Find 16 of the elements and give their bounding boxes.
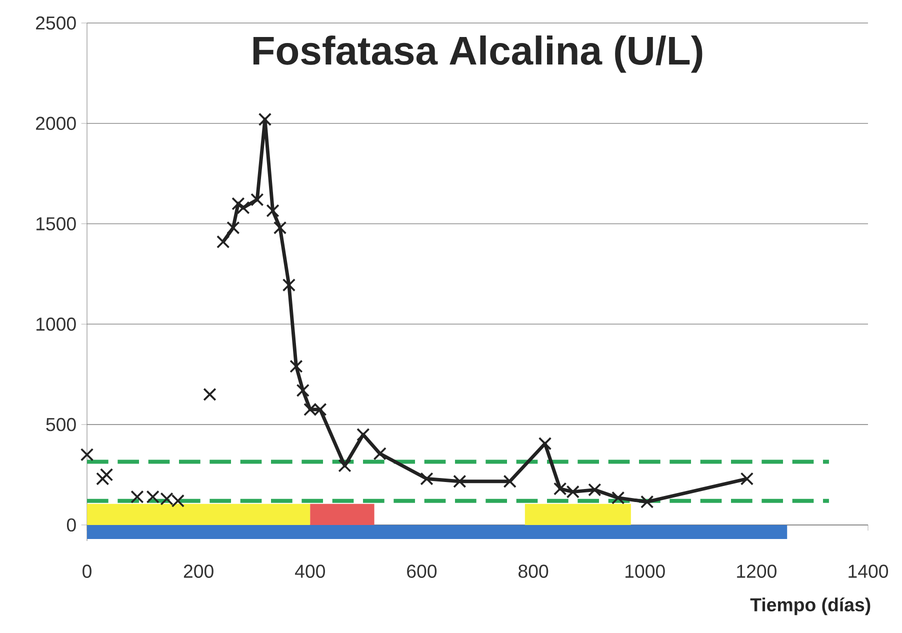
y-tick-label: 0 xyxy=(66,518,76,532)
x-tick-label: 1400 xyxy=(848,564,888,578)
x-tick-label: 200 xyxy=(184,564,214,578)
y-tick-label: 2000 xyxy=(36,116,76,130)
x-tick-label: 0 xyxy=(82,564,92,578)
chart-title: Fosfatasa Alcalina (U/L) xyxy=(253,35,702,73)
x-tick-label: 600 xyxy=(407,564,437,578)
x-tick-label: 800 xyxy=(518,564,548,578)
x-tick-label: 1200 xyxy=(737,564,776,578)
y-tick-label: 1500 xyxy=(36,217,76,230)
y-tick-label: 1000 xyxy=(36,318,76,331)
x-tick-label: 1000 xyxy=(626,564,665,578)
y-tick-label: 500 xyxy=(46,418,76,432)
y-tick-label: 2500 xyxy=(36,16,76,30)
x-tick-label: 400 xyxy=(294,564,325,578)
x-axis-title: Tiempo (días) xyxy=(750,598,870,616)
